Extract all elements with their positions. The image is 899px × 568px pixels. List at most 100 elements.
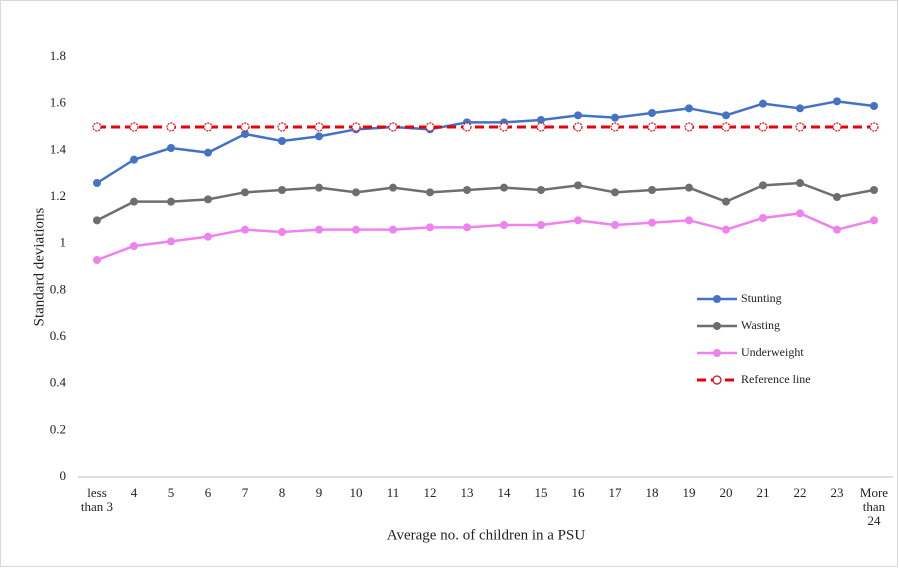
series-marker: [167, 197, 175, 206]
series-marker: [277, 122, 287, 132]
series-line: [96, 100, 875, 185]
series-marker: [241, 225, 249, 234]
series-marker: [870, 186, 878, 194]
y-axis-title: Standard deviations: [31, 207, 47, 326]
series-marker: [796, 179, 804, 187]
series-marker: [426, 188, 434, 197]
y-tick-label: 1: [60, 235, 67, 250]
series-marker: [130, 197, 138, 206]
y-tick-label: 1.4: [50, 141, 67, 156]
x-tick-label: 9: [315, 485, 323, 500]
x-axis-title: Average no. of children in a PSU: [387, 527, 586, 543]
y-tick-label: 0.8: [50, 281, 66, 296]
series-marker: [204, 232, 212, 241]
series-marker: [278, 228, 286, 236]
series-marker: [685, 183, 693, 192]
series-marker: [314, 122, 324, 132]
series-marker: [574, 216, 582, 225]
legend-label: Wasting: [741, 318, 780, 332]
series-marker: [684, 122, 694, 132]
series-marker: [573, 122, 583, 132]
series-marker: [463, 186, 471, 194]
y-tick-label: 1.6: [50, 95, 67, 110]
x-tick-label: 16: [571, 485, 585, 500]
series-marker: [537, 116, 545, 124]
x-tick-label: 6: [204, 485, 212, 500]
x-tick-label: 15: [534, 485, 548, 500]
series-marker: [722, 111, 730, 120]
series-marker: [611, 188, 619, 197]
series-marker: [611, 113, 619, 122]
series-marker: [536, 122, 546, 132]
series-marker: [722, 197, 730, 206]
series-marker: [758, 122, 768, 132]
legend-label: Reference line: [741, 372, 811, 386]
legend-marker: [713, 349, 721, 357]
series-marker: [425, 122, 435, 132]
series-marker: [648, 109, 656, 117]
series-marker: [129, 122, 139, 132]
series-marker: [870, 102, 878, 110]
series-marker: [869, 122, 879, 132]
series-marker: [93, 179, 101, 187]
x-tick-label: More than 24: [859, 485, 889, 528]
series-marker: [278, 137, 286, 145]
series-marker: [241, 188, 249, 197]
series-marker: [721, 122, 731, 132]
legend-marker: [713, 295, 721, 303]
legend-label: Underweight: [741, 345, 804, 359]
series-line: [96, 212, 875, 262]
series-marker: [167, 144, 175, 152]
series-marker: [388, 122, 398, 132]
series-marker: [167, 237, 175, 246]
series-marker: [685, 104, 693, 113]
series-marker: [92, 122, 102, 132]
series-line: [96, 181, 875, 222]
series-marker: [833, 225, 841, 234]
series-marker: [832, 122, 842, 132]
series-marker: [93, 256, 101, 264]
legend-label: Stunting: [741, 291, 782, 305]
x-tick-label: 12: [423, 485, 437, 500]
x-tick-label: 20: [719, 485, 733, 500]
series-marker: [426, 223, 434, 232]
series-marker: [93, 216, 101, 225]
legend-marker: [713, 322, 721, 330]
x-tick-label: 10: [349, 485, 363, 500]
series-marker: [574, 181, 582, 190]
series-marker: [647, 122, 657, 132]
series-marker: [611, 221, 619, 229]
x-tick-label: 14: [497, 485, 511, 500]
series-marker: [389, 183, 397, 192]
x-tick-label: 5: [167, 485, 175, 500]
y-tick-label: 0: [60, 468, 67, 483]
series-marker: [685, 216, 693, 225]
y-tick-label: 0.4: [50, 375, 67, 390]
series-marker: [648, 218, 656, 227]
series-marker: [130, 242, 138, 250]
x-tick-label: less than 3: [80, 485, 114, 514]
x-tick-label: 19: [682, 485, 696, 500]
series-marker: [833, 97, 841, 106]
series-marker: [352, 225, 360, 234]
series-marker: [759, 214, 767, 222]
series-marker: [240, 122, 250, 132]
series-marker: [537, 186, 545, 194]
series-marker: [351, 122, 361, 132]
x-tick-label: 11: [386, 485, 400, 500]
series-marker: [315, 183, 323, 192]
x-tick-label: 7: [241, 485, 249, 500]
y-tick-label: 1.8: [50, 48, 66, 63]
series-marker: [204, 148, 212, 157]
x-tick-label: 21: [756, 485, 770, 500]
series-marker: [278, 186, 286, 194]
series-marker: [315, 132, 323, 141]
series-marker: [796, 209, 804, 218]
series-marker: [352, 188, 360, 197]
series-marker: [537, 221, 545, 229]
x-tick-label: 23: [830, 485, 844, 500]
series-marker: [500, 183, 508, 192]
y-tick-label: 0.2: [50, 421, 66, 436]
